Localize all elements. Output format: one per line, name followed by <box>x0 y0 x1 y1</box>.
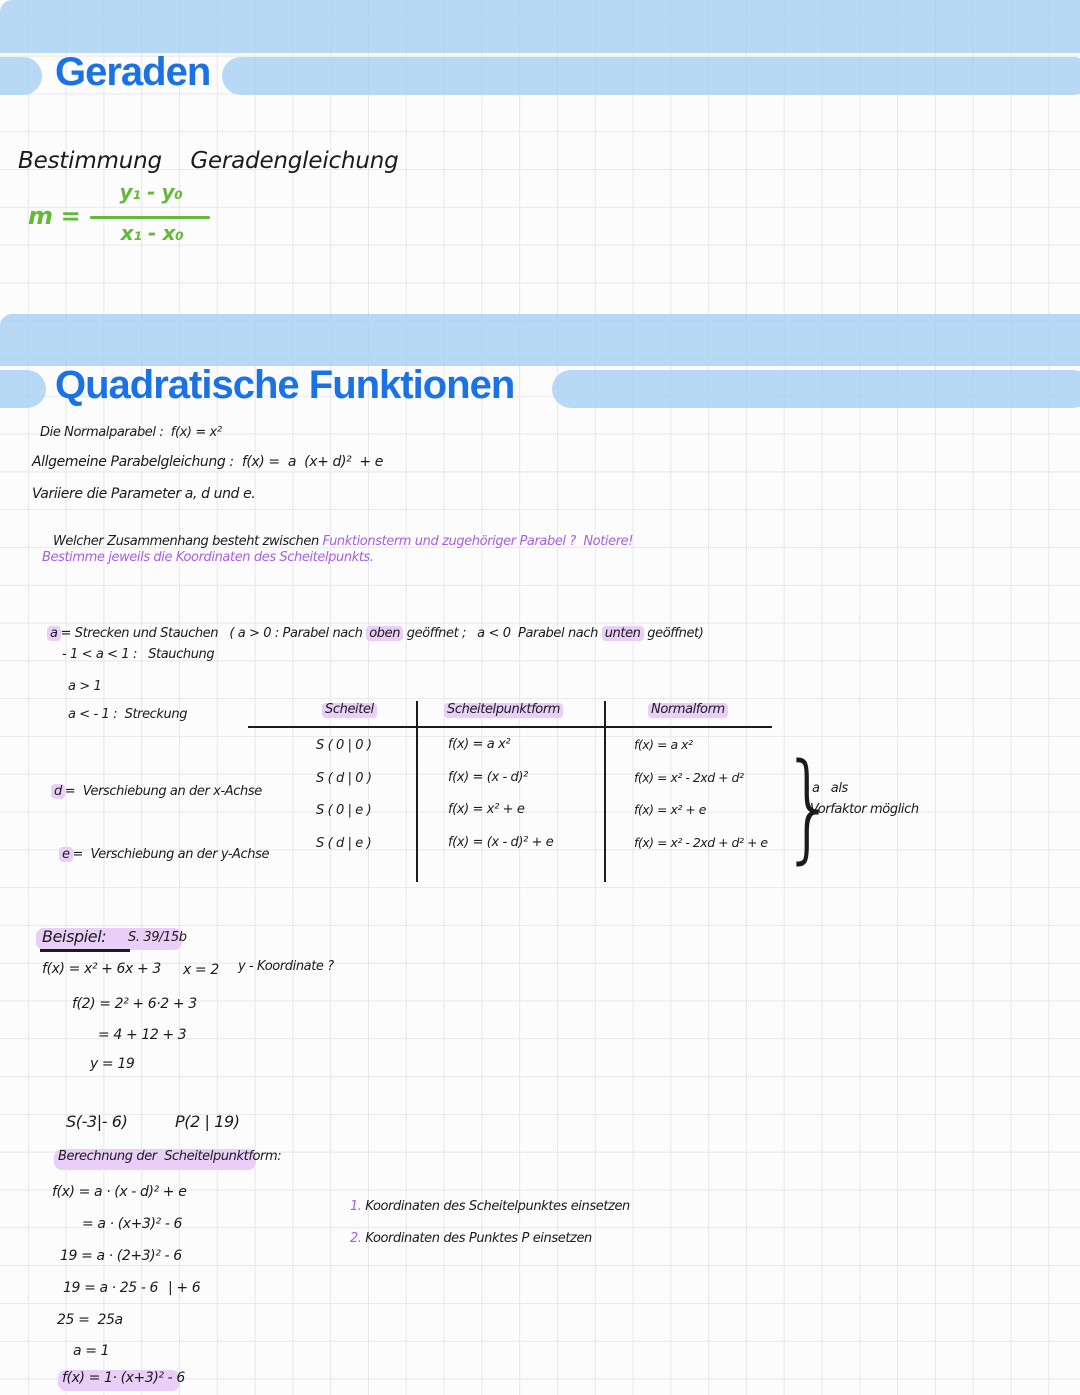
param-a-text-2: geöffnet ; a < 0 Parabel nach <box>403 625 602 641</box>
param-a-line: a = Strecken und Stauchen ( a > 0 : Parab… <box>32 612 704 657</box>
beispiel-step-2: = 4 + 12 + 3 <box>98 1027 187 1043</box>
slope-formula-denominator: x₁ - x₀ <box>120 221 184 245</box>
table-header-rule <box>248 726 772 728</box>
table-header-scheitelpunktform: Scheitelpunktform <box>444 702 564 718</box>
task-line-2: Bestimme jeweils die Koordinaten des Sch… <box>42 550 374 565</box>
table-header-normalform: Normalform <box>648 702 728 718</box>
result-highlight <box>58 1370 180 1391</box>
param-a-key-highlight: a <box>46 625 61 641</box>
param-a-greater-1: a > 1 <box>68 679 102 694</box>
side-note-1-text: Koordinaten des Scheitelpunktes einsetze… <box>361 1198 630 1214</box>
param-d-line: d = Verschiebung an der x-Achse <box>36 770 262 815</box>
slope-formula-lhs: m = <box>28 202 81 230</box>
param-a-stauchung: - 1 < a < 1 : Stauchung <box>62 647 215 662</box>
table-cell-spform-1: f(x) = (x - d)² <box>448 770 528 785</box>
table-cell-scheitel-3: S ( d | e ) <box>316 836 372 851</box>
calc-line-4-operation: | + 6 <box>168 1280 201 1296</box>
table-cell-normalform-0: f(x) = a x² <box>634 737 693 752</box>
title-pill-left-geraden <box>0 57 42 95</box>
fraction-bar <box>90 216 210 219</box>
beispiel-step-1: f(2) = 2² + 6·2 + 3 <box>72 996 197 1012</box>
beispiel-step-3: y = 19 <box>90 1056 135 1072</box>
param-a-text-3: geöffnet) <box>643 625 704 641</box>
table-divider-2 <box>604 701 606 882</box>
result-equation: f(x) = 1· (x+3)² - 6 <box>62 1370 185 1386</box>
title-pill-left-quadratisch <box>0 370 46 408</box>
side-note-1-number: 1. <box>349 1198 362 1214</box>
beispiel-heading: Beispiel: <box>42 927 107 946</box>
task-line-1: Welcher Zusammenhang besteht zwischen Fu… <box>38 520 634 565</box>
table-cell-normalform-1: f(x) = x² - 2xd + d² <box>634 770 744 785</box>
geraden-heading: Bestimmung Geradengleichung <box>18 148 399 174</box>
task-line-1-purple: Funktionsterm und zugehöriger Parabel ? … <box>322 533 634 549</box>
param-a-unten-highlight: unten <box>601 625 644 641</box>
p-point: P(2 | 19) <box>175 1112 240 1131</box>
table-cell-spform-2: f(x) = x² + e <box>448 802 525 817</box>
table-cell-spform-0: f(x) = a x² <box>448 737 511 752</box>
calc-line-6: a = 1 <box>73 1343 110 1359</box>
param-d-key-highlight: d <box>50 783 65 799</box>
slope-formula-numerator: y₁ - y₀ <box>119 180 183 204</box>
table-cell-normalform-3: f(x) = x² - 2xd + d² + e <box>634 835 768 850</box>
side-note-2: 2. Koordinaten des Punktes P einsetzen <box>335 1217 592 1262</box>
table-cell-scheitel-1: S ( d | 0 ) <box>316 771 372 786</box>
table-cell-scheitel-2: S ( 0 | e ) <box>316 803 372 818</box>
calc-line-2: = a · (x+3)² - 6 <box>82 1216 183 1232</box>
curly-brace: } <box>782 737 837 875</box>
calc-line-3: 19 = a · (2+3)² - 6 <box>60 1248 182 1264</box>
highlight-band-middle <box>0 314 1080 366</box>
beispiel-underline <box>40 949 130 952</box>
side-note-2-text: Koordinaten des Punktes P einsetzen <box>361 1230 592 1246</box>
brace-note-line-1: a als <box>812 781 848 796</box>
side-note-2-number: 2. <box>349 1230 362 1246</box>
highlight-band-top <box>0 0 1080 53</box>
beispiel-x-value: x = 2 <box>183 962 219 978</box>
calc-line-1: f(x) = a · (x - d)² + e <box>52 1184 187 1200</box>
normalparabel-line: Die Normalparabel : f(x) = x² <box>40 425 222 440</box>
task-line-1-black: Welcher Zusammenhang besteht zwischen <box>52 533 323 549</box>
parabelgleichung-line: Allgemeine Parabelgleichung : f(x) = a (… <box>32 454 383 470</box>
scheitel-point: S(-3|- 6) <box>66 1112 128 1131</box>
title-pill-right-quadratisch <box>552 370 1080 408</box>
beispiel-reference: S. 39/15b <box>128 930 187 945</box>
side-note-1: 1. Koordinaten des Scheitelpunktes einse… <box>335 1185 630 1230</box>
brace-note-line-2: Vorfaktor möglich <box>810 802 919 817</box>
table-cell-spform-3: f(x) = (x - d)² + e <box>448 835 554 850</box>
table-cell-scheitel-0: S ( 0 | 0 ) <box>316 738 372 753</box>
calc-heading: Berechnung der Scheitelpunktform: <box>58 1149 282 1164</box>
table-divider-1 <box>416 701 418 882</box>
param-d-text: = Verschiebung an der x-Achse <box>64 783 262 799</box>
section-title-quadratische-funktionen: Quadratische Funktionen <box>55 363 515 407</box>
param-a-streckung: a < - 1 : Streckung <box>68 707 188 722</box>
param-e-line: e = Verschiebung an der y-Achse <box>44 833 270 878</box>
parameter-line: Variiere die Parameter a, d und e. <box>32 486 256 502</box>
title-pill-right-geraden <box>222 57 1080 95</box>
beispiel-function: f(x) = x² + 6x + 3 <box>42 961 161 977</box>
beispiel-heading-highlight <box>36 928 182 950</box>
calc-line-5: 25 = 25a <box>57 1312 123 1328</box>
calc-heading-highlight <box>54 1149 256 1170</box>
section-title-geraden: Geraden <box>55 50 211 94</box>
param-e-key-highlight: e <box>58 846 73 862</box>
param-a-oben-highlight: oben <box>366 625 404 641</box>
table-cell-normalform-2: f(x) = x² + e <box>634 802 707 817</box>
beispiel-question: y - Koordinate ? <box>238 959 334 974</box>
param-e-text: = Verschiebung an der y-Achse <box>72 846 270 862</box>
calc-line-4: 19 = a · 25 - 6 <box>63 1280 159 1296</box>
table-header-scheitel: Scheitel <box>322 702 377 718</box>
param-a-text-1: = Strecken und Stauchen ( a > 0 : Parabe… <box>60 625 367 641</box>
